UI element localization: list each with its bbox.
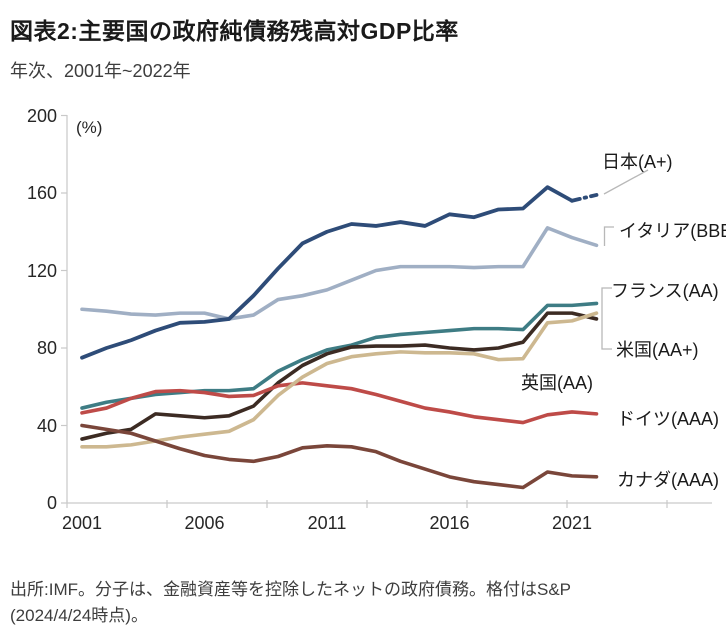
- y-tick-label-80: 80: [36, 338, 57, 358]
- y-axis-unit-label: (%): [76, 118, 103, 137]
- italy-label-bracket: [603, 226, 614, 246]
- series-label-canada: カナダ(AAA): [617, 470, 720, 490]
- source-note: 出所:IMF。分子は、金融資産等を控除したネットの政府債務。格付はS&P (20…: [10, 577, 710, 629]
- y-tick-label-160: 160: [26, 183, 57, 203]
- y-tick-label-200: 200: [26, 105, 57, 126]
- series-label-italy: イタリア(BBB): [619, 221, 726, 241]
- line-france: [80, 301, 599, 410]
- series-label-uk: 英国(AA): [521, 373, 593, 393]
- series-label-germany: ドイツ(AAA): [617, 409, 720, 429]
- line-japan: [80, 185, 574, 360]
- source-note-line2: (2024/4/24時点)。: [10, 606, 148, 625]
- series-label-japan: 日本(A+): [602, 152, 673, 172]
- line-canada: [80, 423, 599, 490]
- series-label-france: フランス(AA): [611, 281, 719, 301]
- series-label-us: 米国(AA+): [616, 340, 699, 360]
- line-germany: [80, 381, 599, 425]
- y-tick-label-0: 0: [46, 493, 57, 513]
- page-title: 図表2:主要国の政府純債務残高対GDP比率: [10, 18, 459, 44]
- japan-label-leader-line: [603, 169, 649, 195]
- line-italy: [80, 226, 599, 321]
- line-us: [80, 311, 599, 441]
- source-note-line1: 出所:IMF。分子は、金融資産等を控除したネットの政府債務。格付はS&P: [10, 580, 572, 599]
- chart-subtitle: 年次、2001年~2022年: [10, 61, 191, 81]
- x-tick-label-2021: 2021: [551, 513, 593, 533]
- y-tick-label-40: 40: [36, 415, 57, 436]
- x-tick-label-2016: 2016: [429, 513, 470, 533]
- x-tick-label-2011: 2011: [307, 513, 347, 533]
- line-uk: [80, 311, 599, 449]
- line-japan-forecast-dashed: [570, 193, 599, 203]
- france-us-label-bracket: [601, 287, 612, 350]
- x-tick-label-2006: 2006: [184, 513, 225, 533]
- y-tick-label-120: 120: [26, 260, 57, 281]
- x-tick-label-2001: 2001: [61, 513, 103, 533]
